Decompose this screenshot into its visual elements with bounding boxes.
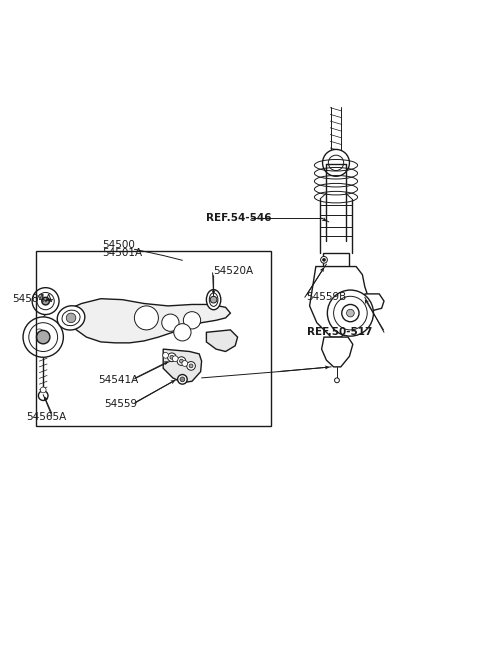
Text: 54541A: 54541A (98, 375, 139, 385)
Text: 54501A: 54501A (102, 248, 143, 257)
Circle shape (210, 296, 217, 303)
Polygon shape (310, 267, 370, 337)
Circle shape (323, 149, 349, 176)
Circle shape (180, 377, 185, 382)
Circle shape (36, 330, 50, 344)
Circle shape (334, 296, 367, 330)
Circle shape (174, 324, 191, 341)
Ellipse shape (209, 293, 218, 307)
Circle shape (170, 356, 174, 359)
Text: REF.50-517: REF.50-517 (307, 328, 372, 337)
Circle shape (335, 378, 339, 383)
Circle shape (134, 306, 158, 330)
Circle shape (187, 362, 195, 370)
Circle shape (162, 314, 179, 331)
Circle shape (323, 258, 325, 261)
Polygon shape (365, 294, 384, 310)
Polygon shape (322, 337, 353, 367)
Circle shape (178, 375, 187, 384)
Polygon shape (65, 299, 230, 343)
Circle shape (163, 352, 168, 358)
Polygon shape (163, 349, 202, 383)
Circle shape (180, 359, 183, 363)
Circle shape (42, 297, 49, 305)
Circle shape (327, 290, 373, 336)
Text: 54584A: 54584A (12, 293, 52, 304)
Bar (36, 251, 271, 426)
Circle shape (189, 364, 193, 368)
Circle shape (37, 293, 54, 310)
Circle shape (182, 361, 188, 366)
Text: REF.54-546: REF.54-546 (206, 213, 272, 223)
Text: 54520A: 54520A (214, 266, 254, 276)
Circle shape (32, 288, 59, 314)
Text: 54500: 54500 (102, 240, 135, 250)
Bar (323, 253, 349, 267)
Circle shape (38, 391, 48, 400)
Circle shape (40, 387, 46, 393)
Circle shape (168, 353, 176, 362)
Circle shape (347, 309, 354, 317)
Circle shape (183, 312, 201, 329)
Circle shape (29, 323, 58, 352)
Circle shape (66, 313, 76, 323)
Circle shape (321, 257, 327, 263)
Ellipse shape (57, 306, 85, 330)
Circle shape (177, 357, 186, 365)
Text: 54559B: 54559B (306, 292, 347, 302)
Text: 54559: 54559 (105, 400, 138, 409)
Ellipse shape (62, 310, 80, 326)
Text: 54565A: 54565A (26, 412, 67, 422)
Ellipse shape (206, 290, 221, 310)
Circle shape (172, 356, 178, 362)
Circle shape (39, 294, 43, 298)
Circle shape (342, 305, 359, 322)
Circle shape (23, 317, 63, 357)
Circle shape (328, 155, 344, 170)
Polygon shape (206, 330, 238, 352)
